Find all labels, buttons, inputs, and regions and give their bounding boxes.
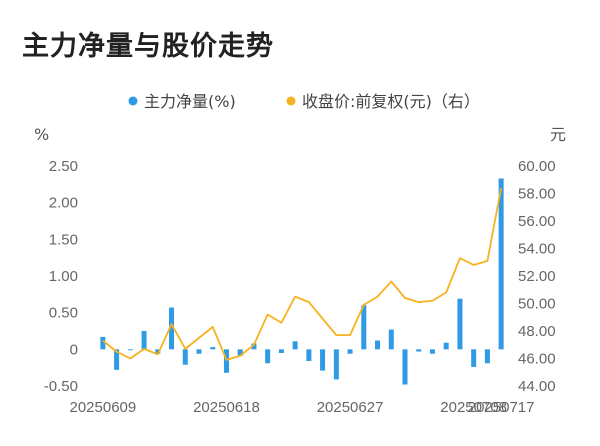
bar-net-volume bbox=[223, 349, 229, 373]
right-axis-tick: 48.00 bbox=[518, 323, 556, 340]
right-axis-tick: 60.00 bbox=[518, 158, 556, 175]
right-axis-tick: 58.00 bbox=[518, 186, 556, 203]
right-axis-unit: 元 bbox=[550, 125, 566, 144]
bar-net-volume bbox=[114, 349, 120, 370]
left-axis-tick: 1.00 bbox=[49, 268, 78, 285]
legend-marker-close-price bbox=[286, 96, 296, 106]
right-axis-tick: 50.00 bbox=[518, 296, 556, 313]
x-axis-tick: 20250618 bbox=[193, 399, 260, 416]
left-axis-unit: % bbox=[34, 125, 49, 144]
bar-net-volume bbox=[471, 349, 477, 367]
x-axis-tick: 20250708 bbox=[440, 399, 507, 416]
bar-net-volume bbox=[320, 349, 326, 371]
bar-net-volume bbox=[306, 349, 312, 362]
bar-net-volume bbox=[347, 349, 353, 354]
bar-net-volume bbox=[155, 349, 161, 354]
bar-net-volume bbox=[196, 349, 202, 354]
bar-net-volume bbox=[361, 305, 367, 350]
bar-net-volume bbox=[237, 349, 243, 356]
left-axis-tick: 2.50 bbox=[49, 158, 78, 175]
bar-net-volume bbox=[457, 298, 463, 350]
right-axis-tick: 44.00 bbox=[518, 378, 556, 395]
left-axis-tick: -0.50 bbox=[44, 378, 78, 395]
bar-net-volume bbox=[429, 349, 435, 354]
bar-net-volume bbox=[251, 343, 257, 350]
legend-label-close-price: 收盘价:前复权(元)（右） bbox=[302, 92, 480, 111]
bar-net-volume bbox=[333, 349, 339, 380]
right-axis-tick: 56.00 bbox=[518, 213, 556, 230]
bar-net-volume bbox=[182, 349, 188, 365]
bar-net-volume bbox=[169, 307, 175, 350]
bar-net-volume bbox=[265, 349, 271, 364]
x-axis-tick: 20250609 bbox=[69, 399, 136, 416]
bar-net-volume bbox=[388, 329, 394, 350]
bar-net-volume bbox=[416, 349, 422, 352]
right-axis-tick: 52.00 bbox=[518, 268, 556, 285]
bar-net-volume bbox=[100, 336, 106, 350]
x-axis-tick: 20250627 bbox=[317, 399, 384, 416]
bar-net-volume bbox=[498, 178, 504, 350]
right-axis-tick: 46.00 bbox=[518, 351, 556, 368]
bar-net-volume bbox=[484, 349, 490, 364]
bar-net-volume bbox=[443, 342, 449, 350]
bar-net-volume bbox=[127, 349, 133, 351]
legend-marker-net-volume bbox=[128, 96, 138, 106]
right-axis-tick: 54.00 bbox=[518, 241, 556, 258]
bar-net-volume bbox=[375, 340, 381, 350]
left-axis-tick: 2.00 bbox=[49, 195, 78, 212]
left-axis-tick: 0 bbox=[70, 341, 78, 358]
left-axis-tick: 1.50 bbox=[49, 231, 78, 248]
bar-net-volume bbox=[210, 347, 216, 350]
bar-net-volume bbox=[292, 341, 298, 350]
left-axis-tick: 0.50 bbox=[49, 305, 78, 322]
bar-net-volume bbox=[402, 349, 408, 385]
chart-title: 主力净量与股价走势 bbox=[22, 31, 274, 62]
bar-net-volume bbox=[141, 331, 147, 350]
legend-label-net-volume: 主力净量(%) bbox=[144, 92, 236, 111]
line-close-price bbox=[102, 187, 503, 361]
bar-net-volume bbox=[278, 349, 284, 353]
x-axis-tick: 20250717 bbox=[468, 399, 535, 416]
